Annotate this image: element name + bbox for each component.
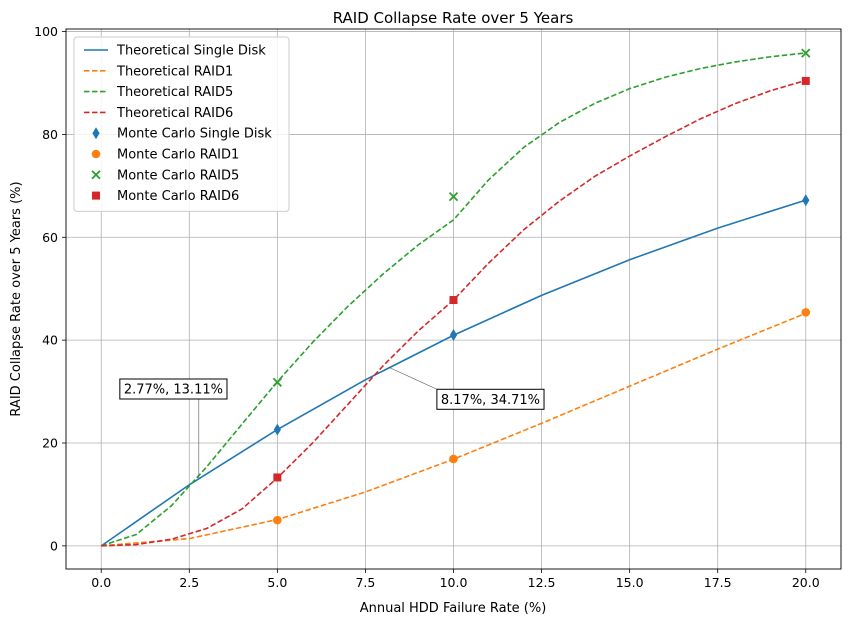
legend-box xyxy=(73,36,290,212)
annotation-label: 8.17%, 34.71% xyxy=(441,393,540,408)
x-tick-label: 10.0 xyxy=(440,575,468,590)
y-tick-label: 60 xyxy=(42,230,58,245)
data-point-monte-carlo-raid6 xyxy=(801,76,810,85)
x-axis-ticks: 0.0 2.5 5.0 7.5 10.0 12.5 15.0 17.5 20.0 xyxy=(91,569,820,590)
legend-label: Theoretical RAID5 xyxy=(116,85,233,100)
x-axis-label: Annual HDD Failure Rate (%) xyxy=(360,601,547,616)
y-tick-label: 80 xyxy=(42,127,58,142)
data-point-monte-carlo-raid6 xyxy=(273,473,282,482)
annotation-connector xyxy=(388,367,438,390)
x-tick-label: 2.5 xyxy=(179,575,199,590)
x-tick-label: 5.0 xyxy=(267,575,287,590)
legend-swatch xyxy=(92,127,100,140)
x-tick-label: 0.0 xyxy=(91,575,111,590)
legend-label: Monte Carlo Single Disk xyxy=(117,127,272,142)
legend-label: Theoretical Single Disk xyxy=(116,44,266,59)
data-point-monte-carlo-single-disk xyxy=(802,194,810,207)
legend-label: Theoretical RAID1 xyxy=(116,64,233,79)
legend-label: Monte Carlo RAID5 xyxy=(117,168,239,183)
x-tick-label: 15.0 xyxy=(616,575,644,590)
annotation-box xyxy=(119,378,228,400)
x-tick-label: 12.5 xyxy=(528,575,556,590)
data-point-monte-carlo-raid5 xyxy=(448,192,459,202)
data-point-monte-carlo-raid6 xyxy=(449,296,458,305)
legend-label: Theoretical RAID6 xyxy=(116,106,233,121)
x-tick-label: 20.0 xyxy=(792,575,820,590)
legend-swatch xyxy=(91,149,101,159)
y-axis-label: RAID Collapse Rate over 5 Years (%) xyxy=(9,181,24,416)
annotation-box xyxy=(436,388,545,410)
chart-title: RAID Collapse Rate over 5 Years xyxy=(333,9,574,27)
legend-swatch xyxy=(92,191,100,200)
x-tick-label: 7.5 xyxy=(355,575,375,590)
data-point-monte-carlo-raid1 xyxy=(449,454,458,464)
data-point-monte-carlo-raid1 xyxy=(273,515,282,525)
legend-label: Monte Carlo RAID6 xyxy=(117,189,239,204)
y-tick-label: 0 xyxy=(50,538,58,553)
data-point-monte-carlo-raid5 xyxy=(801,48,811,58)
annotation-layer: 2.77%, 13.11% 8.17%, 34.71% xyxy=(119,367,545,479)
y-tick-label: 20 xyxy=(42,436,58,451)
legend: Theoretical Single Disk Theoretical RAID1… xyxy=(73,36,290,212)
annotation-label: 2.77%, 13.11% xyxy=(124,383,223,398)
y-tick-label: 40 xyxy=(42,333,58,348)
legend-swatch xyxy=(91,170,101,180)
x-tick-label: 17.5 xyxy=(704,575,732,590)
marker-layer xyxy=(272,48,811,525)
data-point-monte-carlo-single-disk xyxy=(449,329,458,341)
data-point-monte-carlo-raid5 xyxy=(272,377,283,387)
y-axis-ticks: 0 20 40 60 80 100 xyxy=(34,24,66,553)
data-point-monte-carlo-raid1 xyxy=(801,308,811,317)
legend-label: Monte Carlo RAID1 xyxy=(117,148,239,163)
series-line-theoretical-raid5 xyxy=(100,52,806,547)
data-point-monte-carlo-single-disk xyxy=(273,423,281,436)
y-tick-label: 100 xyxy=(34,24,58,39)
plot-frame xyxy=(65,28,842,570)
